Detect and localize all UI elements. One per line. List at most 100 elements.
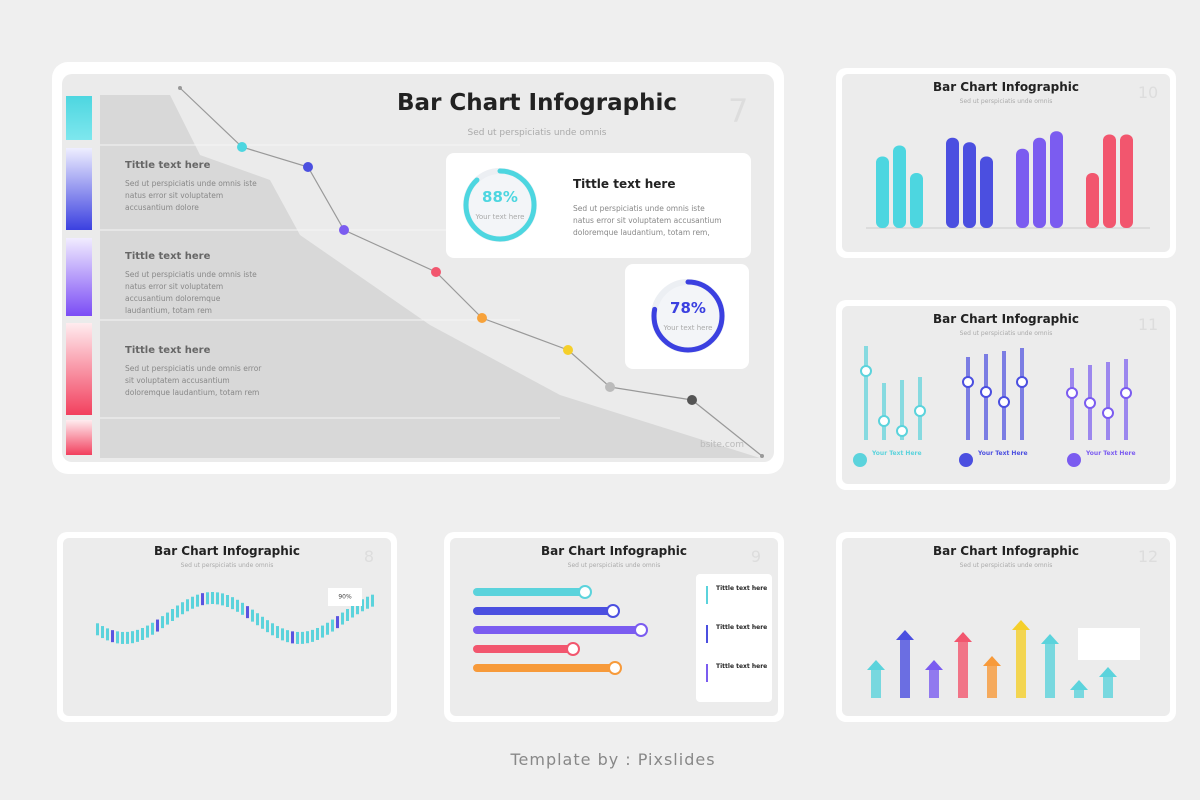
strip: [66, 323, 92, 415]
card-text: Sed ut perspiciatis unde omnis iste natu…: [573, 204, 722, 237]
pin: [1106, 362, 1110, 440]
item-title: Tittle text here: [125, 251, 211, 262]
candle: [371, 594, 374, 607]
bar: [946, 137, 959, 228]
candle: [311, 629, 314, 642]
pin: [1020, 348, 1024, 440]
panel-accent: [706, 586, 708, 604]
hbar: [473, 664, 615, 672]
pin-knob: [1066, 387, 1078, 399]
panel-title: Tittle text here: [716, 624, 767, 631]
arrow-shaft: [929, 668, 939, 698]
panel-title: Tittle text here: [716, 585, 767, 592]
ring-arc: [463, 168, 537, 242]
card-title: Tittle text here: [573, 177, 676, 191]
hbar-knob: [566, 642, 580, 656]
item-label: Your Text Here: [977, 450, 1028, 457]
slide-title: Bar Chart Infographic: [933, 312, 1079, 326]
slide: [842, 538, 1170, 716]
pin-knob: [1120, 387, 1132, 399]
candle: [131, 631, 134, 644]
bar: [910, 173, 923, 228]
arrow-head: [1041, 634, 1059, 644]
slide-number: 11: [1138, 315, 1158, 334]
item-text: Sed ut perspiciatis unde omnis iste natu…: [125, 179, 257, 212]
candle: [106, 628, 109, 641]
strip: [66, 238, 92, 316]
candle: [126, 631, 129, 644]
ring-arc: [651, 279, 725, 353]
arrow-head: [896, 630, 914, 640]
pin: [1070, 368, 1074, 440]
arrow-shaft: [987, 664, 997, 698]
item-icon: [1067, 453, 1081, 467]
candle: [326, 622, 329, 635]
bar: [1050, 131, 1063, 228]
area-shape: [100, 95, 760, 458]
pin-knob: [860, 365, 872, 377]
candle: [171, 608, 174, 621]
candle: [246, 606, 249, 619]
arrow-head: [1070, 680, 1088, 690]
candle: [161, 616, 164, 629]
slide-title: Bar Chart Infographic: [933, 80, 1079, 94]
item-text: Sed ut perspiciatis unde omnis error sit…: [125, 364, 262, 397]
bar: [876, 156, 889, 228]
candle: [226, 595, 229, 608]
candle: [156, 619, 159, 632]
slide-number: 8: [364, 547, 374, 566]
item-label: Your Text Here: [871, 450, 922, 457]
strip: [66, 420, 92, 455]
side-panel: [696, 574, 772, 702]
candle: [316, 627, 319, 640]
candle: [271, 623, 274, 636]
arrow-head: [1099, 667, 1117, 677]
candle: [366, 596, 369, 609]
candle: [281, 628, 284, 641]
strip: [66, 148, 92, 230]
candle: [211, 592, 214, 605]
arrow-shaft: [900, 638, 910, 698]
main-title: Bar Chart Infographic: [397, 90, 677, 116]
candle: [101, 626, 104, 639]
arrow-shaft: [1103, 675, 1113, 698]
bar: [1016, 148, 1029, 228]
candle: [256, 613, 259, 626]
pin-knob: [998, 396, 1010, 408]
trend-line: [179, 87, 763, 457]
hbar-knob: [606, 604, 620, 618]
slide-title: Bar Chart Infographic: [541, 544, 687, 558]
candle: [231, 597, 234, 610]
candle: [206, 592, 209, 605]
credit: Template by : Pixslides: [510, 750, 716, 769]
pin: [900, 380, 904, 440]
candle: [251, 609, 254, 622]
bar: [1086, 173, 1099, 228]
candle: [336, 616, 339, 629]
candle: [196, 594, 199, 607]
pin: [864, 346, 868, 440]
slide-subtitle: Sed ut perspiciatis unde omnis: [960, 98, 1053, 105]
candle: [146, 625, 149, 638]
panel-accent: [706, 664, 708, 682]
candle: [286, 630, 289, 643]
bar: [1033, 137, 1046, 228]
slide-subtitle: Sed ut perspiciatis unde omnis: [960, 330, 1053, 337]
ring-caption: Your text here: [663, 324, 713, 332]
hbar-knob: [608, 661, 622, 675]
pin-knob: [914, 405, 926, 417]
arrow-shaft: [958, 640, 968, 698]
slide-title: Bar Chart Infographic: [154, 544, 300, 558]
candle: [356, 602, 359, 615]
hbar: [473, 626, 641, 634]
hbar: [473, 588, 585, 596]
candle: [351, 605, 354, 618]
candle: [151, 622, 154, 635]
pin-knob: [896, 425, 908, 437]
candle: [291, 631, 294, 644]
candle: [236, 599, 239, 612]
candle: [276, 626, 279, 639]
ring-label: 88%: [482, 188, 518, 206]
candle: [361, 599, 364, 612]
pin-knob: [878, 415, 890, 427]
